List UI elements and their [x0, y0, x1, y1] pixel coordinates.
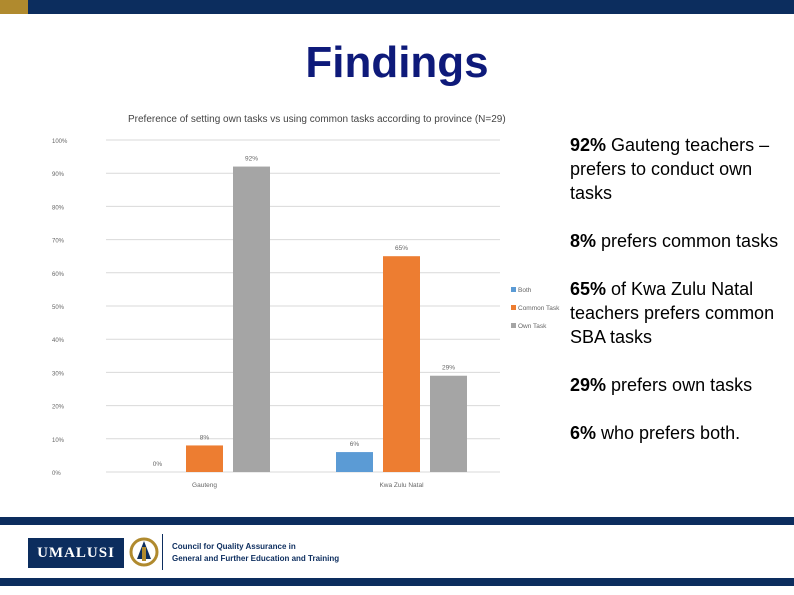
- bar: [430, 375, 467, 472]
- y-tick-label: 30%: [52, 371, 65, 377]
- x-tick-label: Kwa Zulu Natal: [379, 482, 424, 489]
- y-tick-label: 10%: [52, 438, 65, 444]
- org-line-1: Council for Quality Assurance in: [172, 542, 296, 551]
- crest-icon: [129, 537, 159, 567]
- organisation-name: Council for Quality Assurance in General…: [172, 541, 339, 565]
- legend-swatch: [511, 323, 516, 328]
- legend-swatch: [511, 305, 516, 310]
- bar: [186, 445, 223, 472]
- bar: [233, 166, 270, 472]
- data-label: 6%: [350, 441, 360, 448]
- x-tick-label: Gauteng: [192, 482, 217, 489]
- finding-item: 92% Gauteng teachers – prefers to conduc…: [570, 135, 770, 203]
- bar: [336, 452, 373, 472]
- org-line-2: General and Further Education and Traini…: [172, 554, 340, 563]
- finding-item: 29% prefers own tasks: [570, 375, 753, 395]
- legend-label: Common Task: [518, 305, 560, 312]
- y-tick-label: 60%: [52, 272, 65, 278]
- y-tick-label: 80%: [52, 205, 65, 211]
- data-label: 92%: [245, 156, 258, 163]
- legend-label: Both: [518, 287, 532, 294]
- legend-swatch: [511, 287, 516, 292]
- top-bar-accent: [0, 0, 28, 14]
- y-tick-label: 40%: [52, 338, 65, 344]
- slide-title: Findings: [305, 38, 489, 87]
- findings-list: 92% Gauteng teachers – prefers to conduc…: [570, 133, 785, 469]
- data-label: 0%: [153, 461, 163, 468]
- legend-label: Own Task: [518, 323, 547, 330]
- y-tick-label: 0%: [52, 471, 61, 477]
- bar: [383, 256, 420, 472]
- top-bar: [0, 0, 794, 14]
- footer-band-top: [0, 517, 794, 525]
- finding-item: 6% who prefers both.: [570, 423, 741, 443]
- footer-band-bottom: [0, 578, 794, 586]
- bar-chart: Preference of setting own tasks vs using…: [52, 114, 560, 489]
- data-label: 29%: [442, 365, 455, 372]
- umalusi-logo: UMALUSI: [28, 538, 124, 568]
- y-tick-label: 20%: [52, 405, 65, 411]
- data-label: 65%: [395, 245, 408, 252]
- data-label: 8%: [200, 434, 210, 441]
- finding-item: 65% of Kwa Zulu Natal teachers prefers c…: [570, 279, 775, 347]
- finding-item: 8% prefers common tasks: [570, 231, 779, 251]
- y-tick-label: 100%: [52, 139, 68, 145]
- footer-divider: [162, 534, 163, 570]
- chart-title: Preference of setting own tasks vs using…: [128, 114, 506, 125]
- y-tick-label: 50%: [52, 305, 65, 311]
- y-tick-label: 70%: [52, 239, 65, 245]
- y-tick-label: 90%: [52, 172, 65, 178]
